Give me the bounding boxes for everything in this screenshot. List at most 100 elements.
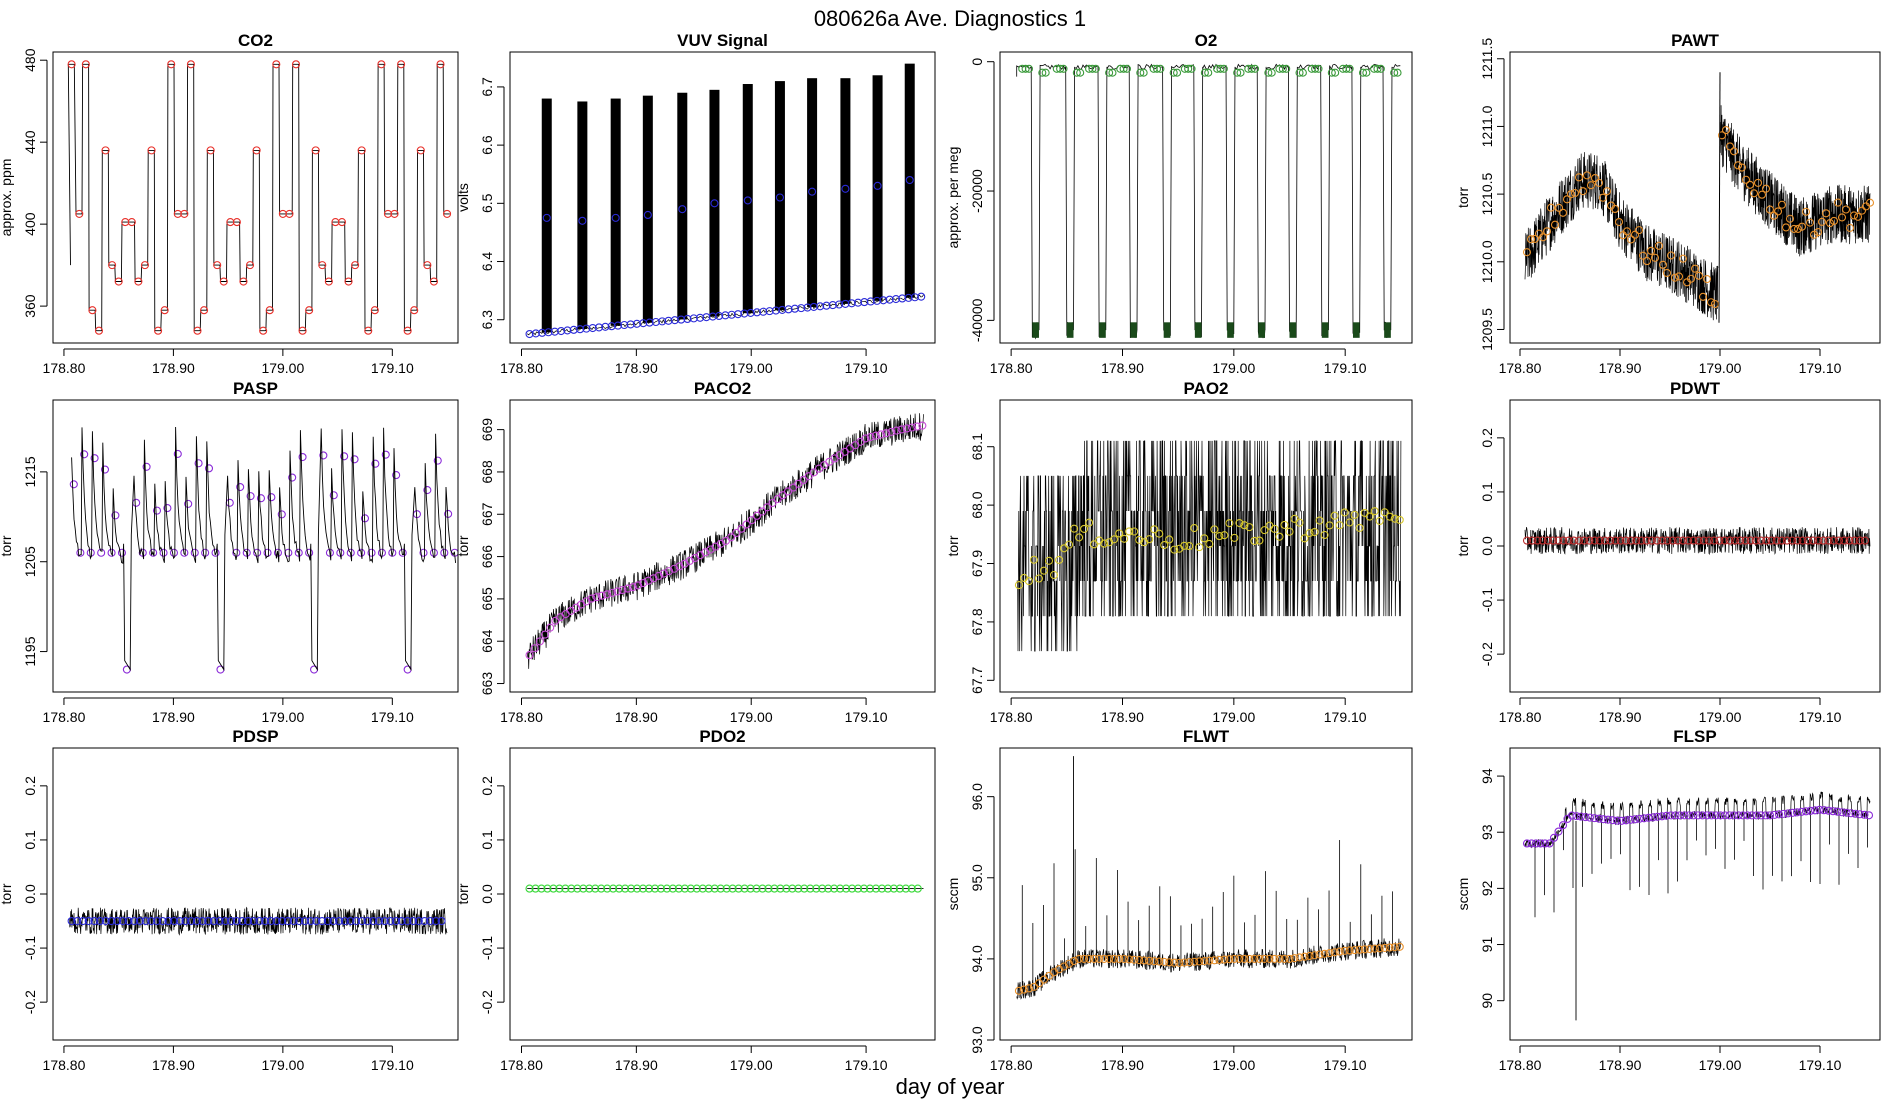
y-axis-label: sccm xyxy=(1455,878,1471,911)
data-point xyxy=(1245,954,1254,963)
data-point xyxy=(1725,536,1734,545)
data-point xyxy=(1285,527,1294,536)
data-point xyxy=(419,548,428,557)
data-point xyxy=(1680,811,1689,820)
data-point xyxy=(1576,812,1586,821)
data-point xyxy=(259,326,268,335)
x-tick-label: 179.10 xyxy=(1799,360,1842,376)
x-tick-label: 178.80 xyxy=(990,360,1033,376)
data-point xyxy=(887,427,896,436)
x-tick-label: 179.00 xyxy=(1699,709,1742,725)
data-point xyxy=(1626,536,1636,545)
y-tick-label: -0.1 xyxy=(479,936,495,960)
plot-area xyxy=(525,413,927,669)
data-point xyxy=(800,884,809,893)
data-point xyxy=(1694,271,1704,280)
data-point xyxy=(758,884,767,893)
data-point xyxy=(1829,216,1839,226)
data-point xyxy=(107,916,116,926)
data-point xyxy=(1642,257,1652,266)
panels: CO2 approx. ppm 178.80 178.90 179.00 179.10 36… xyxy=(0,31,1881,1073)
data-point xyxy=(1395,515,1404,524)
y-tick-label: 67.7 xyxy=(969,666,985,693)
data-point xyxy=(1721,126,1731,135)
y-axis-label: torr xyxy=(0,535,14,556)
data-point xyxy=(1373,64,1382,73)
plot-frame xyxy=(52,399,459,693)
data-point xyxy=(613,321,623,330)
data-point xyxy=(318,261,327,270)
data-point xyxy=(1250,954,1259,963)
data-point xyxy=(1250,536,1259,546)
data-point xyxy=(670,564,679,573)
x-tick-label: 178.90 xyxy=(152,1057,195,1073)
data-point xyxy=(591,884,600,893)
y-tick-label: 0.1 xyxy=(479,830,495,850)
y-tick-label: 6.3 xyxy=(479,310,495,330)
data-point xyxy=(1808,536,1818,545)
panel-title: FLSP xyxy=(1673,727,1716,746)
x-tick-label: 179.00 xyxy=(730,709,773,725)
data-point xyxy=(634,581,643,590)
data-point xyxy=(656,884,665,893)
data-point xyxy=(654,571,663,580)
data-point xyxy=(1300,952,1309,961)
plot-area xyxy=(525,884,924,893)
data-point xyxy=(369,916,378,926)
data-point xyxy=(710,199,719,208)
data-point xyxy=(1837,213,1847,222)
y-tick-label: 6.6 xyxy=(479,135,495,155)
panel-title: PDSP xyxy=(232,727,278,746)
data-point xyxy=(200,306,209,315)
data-point xyxy=(1741,536,1750,545)
data-point xyxy=(1315,950,1324,959)
data-point xyxy=(1355,523,1364,532)
data-point xyxy=(1139,68,1148,77)
data-point xyxy=(246,492,255,501)
data-point xyxy=(872,296,882,305)
data-point xyxy=(1737,163,1747,172)
data-point xyxy=(1626,235,1636,244)
data-point xyxy=(310,665,319,674)
data-point xyxy=(883,884,892,893)
data-point xyxy=(403,665,412,674)
data-point xyxy=(371,459,380,468)
y-tick-label: 92 xyxy=(1479,880,1495,896)
data-point xyxy=(170,916,179,926)
data-point xyxy=(1621,536,1630,545)
data-point xyxy=(76,548,85,557)
data-point xyxy=(877,884,886,893)
plot-area xyxy=(67,906,448,936)
x-tick-label: 178.90 xyxy=(1101,1057,1144,1073)
data-point xyxy=(578,216,587,225)
data-point xyxy=(1777,200,1787,209)
data-point xyxy=(664,316,673,325)
data-point xyxy=(1813,228,1823,237)
data-point xyxy=(794,884,803,893)
data-point xyxy=(1590,536,1599,545)
noise-trace xyxy=(526,294,924,336)
data-point xyxy=(239,277,248,286)
x-tick-label: 178.80 xyxy=(990,1057,1033,1073)
dip-block xyxy=(1227,322,1234,338)
data-point xyxy=(627,884,636,893)
data-point xyxy=(1245,523,1254,532)
data-point xyxy=(740,884,749,893)
data-point xyxy=(1064,540,1074,549)
panel-pawt: PAWT torr 178.80 178.90 179.00 179.10 1209.5 12… xyxy=(1455,31,1881,376)
data-point xyxy=(1090,540,1099,549)
data-point xyxy=(1345,64,1354,73)
dip-block xyxy=(1130,322,1137,338)
dip-block xyxy=(1099,322,1106,338)
data-point xyxy=(1528,536,1537,545)
data-point xyxy=(283,916,292,926)
data-point xyxy=(571,603,581,612)
data-point xyxy=(1546,203,1556,212)
data-point xyxy=(1069,956,1079,966)
data-point xyxy=(1762,536,1771,545)
y-tick-label: 90 xyxy=(1479,993,1495,1009)
data-point xyxy=(350,455,359,464)
data-point xyxy=(841,299,850,308)
data-point xyxy=(1711,811,1721,820)
data-point xyxy=(1533,536,1542,545)
